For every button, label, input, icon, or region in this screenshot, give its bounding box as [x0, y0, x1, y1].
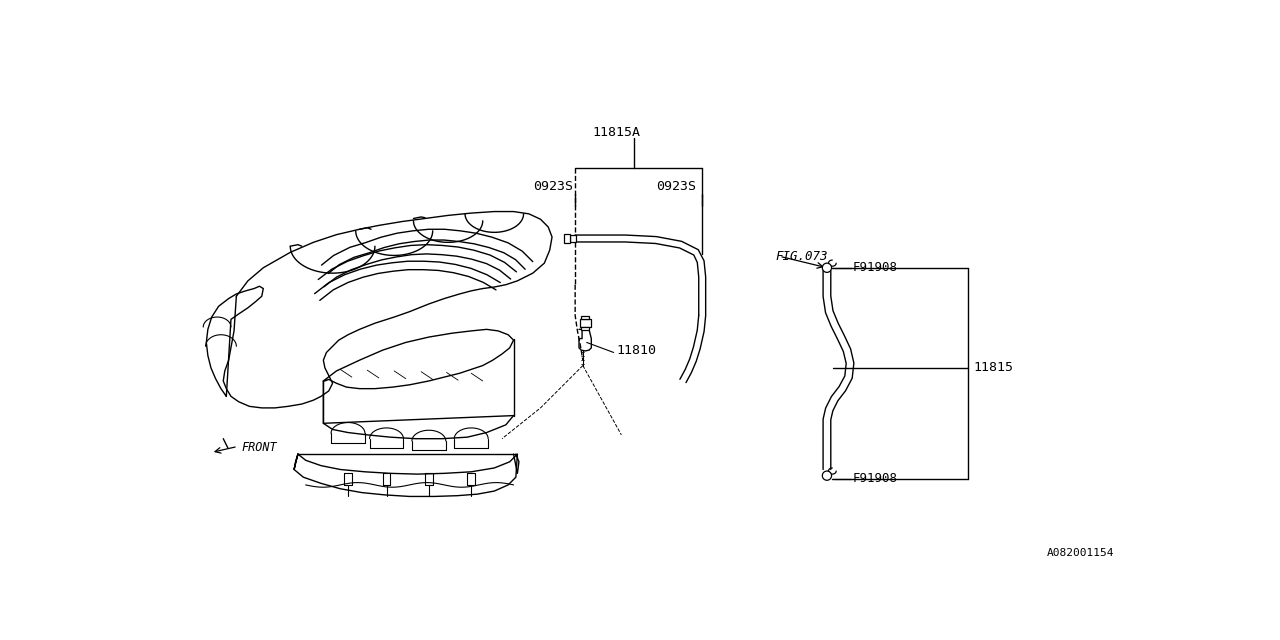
Text: 0923S: 0923S [657, 180, 696, 193]
Text: F91908: F91908 [854, 472, 899, 485]
Bar [580, 319, 590, 327]
Text: FRONT: FRONT [242, 442, 278, 454]
Bar [581, 327, 589, 330]
Bar [581, 316, 589, 319]
Circle shape [822, 263, 832, 273]
Text: 11815: 11815 [973, 362, 1014, 374]
Text: 11810: 11810 [616, 344, 655, 357]
Text: A082001154: A082001154 [1047, 548, 1115, 557]
Bar [564, 234, 570, 243]
Circle shape [822, 471, 832, 480]
Text: 0923S: 0923S [532, 180, 573, 193]
Bar [570, 235, 576, 243]
Text: FIG.073: FIG.073 [776, 250, 828, 262]
Text: 11815A: 11815A [591, 125, 640, 139]
Text: F91908: F91908 [854, 261, 899, 275]
